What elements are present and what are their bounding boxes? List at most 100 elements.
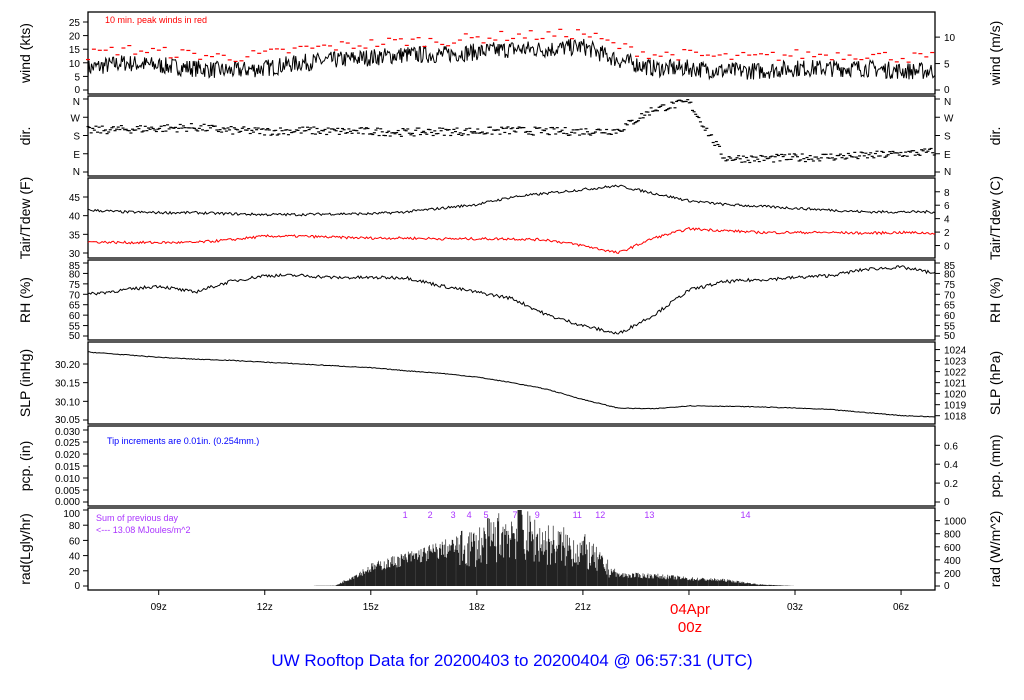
rad-ytick-right-label: 600 [944, 543, 961, 554]
rad-hour-mark: 11 [573, 510, 582, 520]
wind-ylabel-right: wind (m/s) [987, 21, 1003, 87]
rh-ytick-right-label: 85 [944, 261, 956, 272]
slp-series-SLP [88, 351, 935, 418]
rad-hour-mark: 7 [513, 510, 518, 520]
rad-hour-mark: 5 [484, 510, 489, 520]
wind-ytick-label: 15 [69, 45, 81, 56]
tair-ytick-right-label: 2 [944, 228, 950, 239]
tair-series-Tdew [87, 226, 936, 254]
rad-hour-mark: 2 [428, 510, 433, 520]
tair-ytick-right-label: 6 [944, 201, 950, 212]
wind-ytick-label: 25 [69, 18, 81, 29]
rh-panel-frame [87, 259, 936, 341]
pcp-ytick-label: 0.010 [55, 474, 80, 485]
slp-ylabel-right: SLP (hPa) [987, 351, 1003, 415]
rad-ytick-label: 60 [69, 536, 81, 547]
rad-ytick-label: 20 [69, 567, 81, 578]
x-tick-label: 21z [575, 602, 591, 613]
rad-ylabel-left: rad(Lgly/hr) [17, 513, 33, 585]
wind-ytick-label: 5 [74, 72, 80, 83]
rad-hour-mark: 1 [403, 510, 408, 520]
chart-title: UW Rooftop Data for 20200403 to 20200404… [271, 651, 752, 670]
wind-ytick-right-label: 0 [944, 85, 950, 96]
dir-ytick-right-label: N [944, 167, 951, 178]
pcp-ytick-label: 0.020 [55, 450, 80, 461]
pcp-ytick-label: 0.005 [55, 486, 80, 497]
rad-ytick-right-label: 200 [944, 569, 961, 580]
tair-ytick-label: 35 [69, 230, 81, 241]
x-tick-label: 06z [893, 602, 909, 613]
slp-ytick-right-label: 1023 [944, 357, 967, 368]
rh-ytick-label: 65 [69, 301, 81, 312]
wind-note: 10 min. peak winds in red [105, 15, 207, 25]
tair-ytick-label: 40 [69, 212, 81, 223]
tair-panel-frame [87, 177, 936, 259]
dir-ylabel-right: dir. [987, 127, 1003, 146]
rad-hour-mark: 9 [535, 510, 540, 520]
tair-series-Tair [87, 184, 936, 217]
rh-series-RH [87, 265, 936, 335]
rh-ytick-label: 55 [69, 322, 81, 333]
dir-ylabel-left: dir. [17, 127, 33, 146]
wind-ytick-right-label: 5 [944, 60, 950, 71]
rh-ytick-right-label: 55 [944, 322, 956, 333]
rh-ytick-label: 75 [69, 280, 81, 291]
rh-ytick-label: 60 [69, 311, 81, 322]
tair-ylabel-right: Tair/Tdew (C) [987, 176, 1003, 260]
rh-ylabel-right: RH (%) [987, 277, 1003, 323]
pcp-ytick-label: 0.015 [55, 462, 80, 473]
slp-ytick-right-label: 1024 [944, 346, 967, 357]
date-marker-day: 04Apr [670, 601, 710, 618]
tair-ytick-label: 30 [69, 249, 81, 260]
tair-ytick-right-label: 8 [944, 188, 950, 199]
rad-note-line2: <--- 13.08 MJoules/m^2 [96, 525, 191, 535]
slp-ylabel-left: SLP (inHg) [17, 349, 33, 417]
slp-ytick-label: 30.05 [55, 415, 80, 426]
rh-ytick-right-label: 75 [944, 280, 956, 291]
dir-ytick-label: E [73, 150, 80, 161]
rh-ytick-right-label: 70 [944, 290, 956, 301]
rh-ytick-right-label: 60 [944, 311, 956, 322]
tair-ytick-label: 45 [69, 193, 81, 204]
pcp-ylabel-left: pcp. (in) [17, 441, 33, 492]
rad-ytick-label: 100 [63, 509, 80, 520]
rad-series [313, 510, 794, 586]
dir-ytick-label: N [73, 97, 80, 108]
rad-ytick-right-label: 800 [944, 530, 961, 541]
pcp-ytick-label: 0.030 [55, 427, 80, 438]
rad-ytick-right-label: 400 [944, 556, 961, 567]
rh-ylabel-left: RH (%) [17, 277, 33, 323]
pcp-ytick-right-label: 0 [944, 497, 950, 508]
x-tick-label: 03z [787, 602, 803, 613]
rh-ytick-label: 50 [69, 331, 81, 342]
rad-ylabel-right: rad (W/m^2) [987, 511, 1003, 588]
rad-ytick-right-label: 1000 [944, 517, 967, 528]
slp-ytick-right-label: 1021 [944, 379, 967, 390]
dir-ytick-right-label: N [944, 97, 951, 108]
dir-panel-frame [87, 95, 936, 177]
wind-ylabel-left: wind (kts) [17, 23, 33, 84]
rh-ytick-label: 70 [69, 290, 81, 301]
wind-ytick-right-label: 10 [944, 33, 956, 44]
rad-hour-mark: 12 [595, 510, 605, 520]
tair-ytick-right-label: 4 [944, 215, 950, 226]
rad-note-line1: Sum of previous day [96, 513, 179, 523]
dir-ytick-right-label: S [944, 132, 951, 143]
dir-ytick-right-label: E [944, 150, 951, 161]
rad-ytick-label: 80 [69, 521, 81, 532]
pcp-ytick-label: 0.000 [55, 497, 80, 508]
slp-ytick-label: 30.10 [55, 397, 80, 408]
x-tick-label: 12z [257, 602, 273, 613]
dir-ytick-label: S [73, 132, 80, 143]
rad-ytick-right-label: 0 [944, 581, 950, 592]
wind-series-wind [87, 38, 936, 81]
tair-ytick-right-label: 0 [944, 242, 950, 253]
pcp-ytick-right-label: 0.4 [944, 460, 958, 471]
rad-panel-frame [87, 507, 936, 591]
date-marker-hour: 00z [678, 619, 702, 636]
rad-ytick-label: 0 [74, 581, 80, 592]
pcp-ylabel-right: pcp. (mm) [987, 435, 1003, 498]
tair-ylabel-left: Tair/Tdew (F) [17, 177, 33, 259]
dir-ytick-right-label: W [944, 113, 954, 124]
rad-hour-mark: 13 [644, 510, 654, 520]
